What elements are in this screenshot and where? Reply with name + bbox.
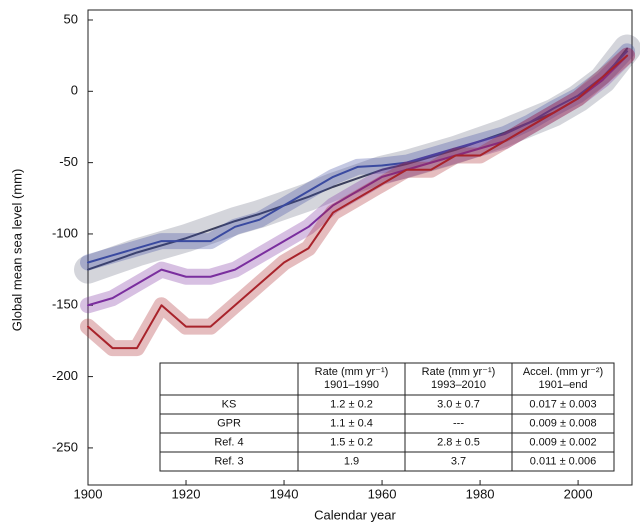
table-cell: 0.009 ± 0.008 bbox=[529, 417, 596, 429]
table-cell: 1.9 bbox=[344, 455, 359, 467]
table-cell: 1.1 ± 0.4 bbox=[330, 417, 373, 429]
x-tick-label: 1920 bbox=[172, 486, 201, 501]
table-cell: Ref. 4 bbox=[214, 436, 243, 448]
table-header: Rate (mm yr⁻¹) bbox=[422, 366, 496, 378]
table-header: Accel. (mm yr⁻²) bbox=[523, 366, 603, 378]
y-tick-label: -150 bbox=[52, 297, 78, 312]
y-axis-label: Global mean sea level (mm) bbox=[9, 169, 24, 332]
table-cell: 0.017 ± 0.003 bbox=[529, 398, 596, 410]
table-bg bbox=[159, 362, 615, 472]
table-cell: 3.0 ± 0.7 bbox=[437, 398, 480, 410]
table-header: 1901–end bbox=[539, 379, 588, 391]
table-header: Rate (mm yr⁻¹) bbox=[315, 366, 389, 378]
table-cell: 0.009 ± 0.002 bbox=[529, 436, 596, 448]
table-cell: Ref. 3 bbox=[214, 455, 243, 467]
table-cell: 3.7 bbox=[451, 455, 466, 467]
x-tick-label: 1980 bbox=[466, 486, 495, 501]
table-cell: 2.8 ± 0.5 bbox=[437, 436, 480, 448]
x-tick-label: 2000 bbox=[564, 486, 593, 501]
table-cell: GPR bbox=[217, 417, 241, 429]
x-tick-label: 1900 bbox=[74, 486, 103, 501]
table-cell: 1.5 ± 0.2 bbox=[330, 436, 373, 448]
table-cell: --- bbox=[453, 417, 464, 429]
table-header: 1901–1990 bbox=[324, 379, 379, 391]
table-cell: 1.2 ± 0.2 bbox=[330, 398, 373, 410]
x-tick-label: 1960 bbox=[368, 486, 397, 501]
y-tick-label: 0 bbox=[71, 83, 78, 98]
x-tick-label: 1940 bbox=[270, 486, 299, 501]
y-tick-label: -250 bbox=[52, 439, 78, 454]
series-line bbox=[87, 50, 629, 264]
table-cell: 0.011 ± 0.006 bbox=[530, 455, 596, 467]
y-tick-label: -200 bbox=[52, 368, 78, 383]
plot-frame bbox=[87, 9, 633, 486]
x-axis-label: Calendar year bbox=[314, 507, 396, 522]
y-tick-label: -50 bbox=[59, 154, 78, 169]
y-tick-label: -100 bbox=[52, 225, 78, 240]
series-band bbox=[80, 47, 636, 357]
y-tick-label: 50 bbox=[64, 11, 78, 26]
table-header: 1993–2010 bbox=[431, 379, 486, 391]
table-cell: KS bbox=[222, 398, 237, 410]
series-line bbox=[87, 54, 629, 350]
